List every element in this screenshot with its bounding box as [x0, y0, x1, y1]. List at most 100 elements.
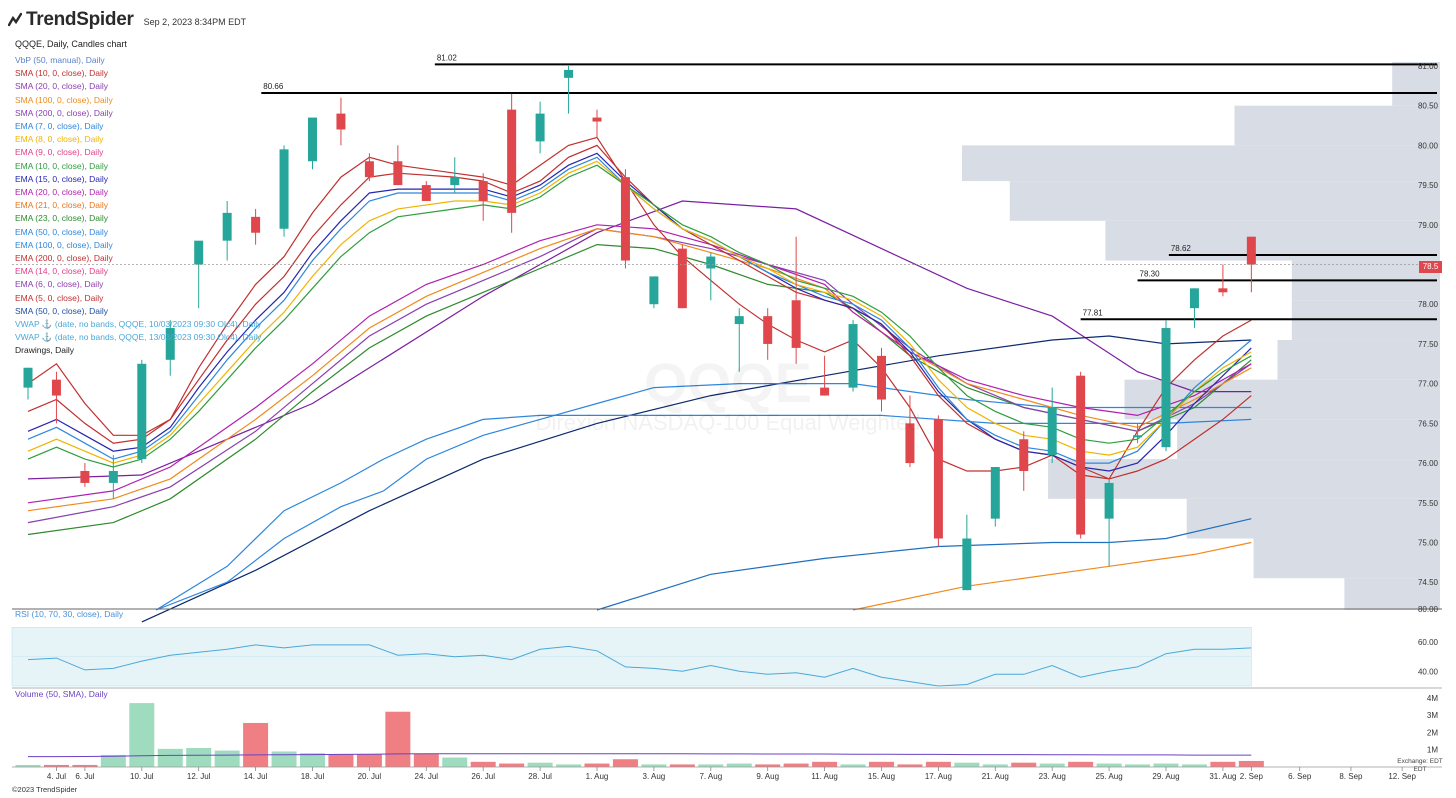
legend-item[interactable]: EMA (23, 0, close), Daily — [15, 213, 109, 224]
time-tick-label: 25. Aug — [1096, 772, 1123, 781]
candle-body — [990, 467, 1000, 519]
legend-item[interactable]: EMA (8, 0, close), Daily — [15, 134, 104, 145]
candle-body — [1047, 407, 1057, 456]
volume-bar — [897, 764, 923, 767]
legend-item[interactable]: EMA (21, 0, close), Daily — [15, 200, 109, 211]
moving-average-line — [155, 383, 1252, 611]
level-label: 81.02 — [437, 53, 458, 62]
candle-body — [706, 256, 716, 269]
candle-body — [763, 316, 773, 344]
volume-bar — [726, 763, 752, 767]
time-tick-label: 1. Aug — [586, 772, 609, 781]
volume-profile-bar — [1009, 181, 1440, 221]
candle-body — [1133, 435, 1143, 438]
legend-item[interactable]: EMA (9, 0, close), Daily — [15, 147, 104, 158]
candle-body — [1218, 288, 1228, 293]
price-tick-label: 75.00 — [1418, 538, 1439, 547]
legend-item[interactable]: EMA (6, 0, close), Daily — [15, 279, 104, 290]
volume-label[interactable]: Volume (50, SMA), Daily — [15, 689, 108, 699]
level-label: 80.66 — [263, 82, 284, 91]
candle-body — [877, 355, 886, 400]
time-tick-label: 28. Jul — [528, 772, 552, 781]
price-tick-label: 81.00 — [1418, 62, 1439, 71]
legend-item[interactable]: SMA (50, 0, close), Daily — [15, 305, 109, 316]
candle-body — [1076, 375, 1086, 535]
candle-body — [1104, 482, 1114, 519]
legend-item[interactable]: EMA (5, 0, close), Daily — [15, 292, 104, 303]
legend-item[interactable]: VWAP ⚓ (date, no bands, QQQE, 10/03/2023… — [15, 319, 262, 330]
time-tick-label: 21. Aug — [982, 772, 1009, 781]
legend-item[interactable]: EMA (100, 0, close), Daily — [15, 239, 113, 250]
volume-bar — [1125, 764, 1151, 767]
candle-body — [734, 316, 744, 325]
candle-body — [194, 240, 204, 265]
legend-item[interactable]: VbP (50, manual), Daily — [15, 55, 105, 65]
volume-profile-bar — [1186, 498, 1440, 539]
volume-profile-bar — [1392, 61, 1440, 106]
time-tick-label: 18. Jul — [301, 772, 325, 781]
level-label: 78.30 — [1140, 269, 1161, 278]
time-tick-label: 12. Jul — [187, 772, 211, 781]
price-tick-label: 79.50 — [1418, 181, 1439, 190]
volume-bar — [43, 764, 69, 767]
legend-item[interactable]: VWAP ⚓ (date, no bands, QQQE, 13/03/2023… — [15, 332, 262, 343]
legend-item[interactable]: Drawings, Daily — [15, 345, 75, 356]
volume-bar — [982, 764, 1008, 767]
legend-item[interactable]: SMA (20, 0, close), Daily — [15, 81, 109, 92]
legend-item[interactable]: SMA (10, 0, close), Daily — [15, 68, 109, 79]
moving-average-line — [596, 518, 1252, 611]
volume-bar — [612, 759, 638, 767]
volume-profile-bar — [1253, 538, 1440, 579]
trendspider-logo-icon — [8, 12, 22, 27]
legend-item[interactable]: EMA (20, 0, close), Daily — [15, 187, 109, 198]
candle-body — [51, 379, 61, 396]
exchange-line-1: Exchange: EDT — [1397, 758, 1443, 765]
rsi-pane: 60.00 40.00 — [11, 627, 1442, 689]
legend-item[interactable]: SMA (100, 0, close), Daily — [15, 94, 113, 105]
time-tick-label: 31. Aug — [1209, 772, 1236, 781]
time-tick-label: 24. Jul — [415, 772, 439, 781]
volume-bar — [925, 761, 951, 767]
rsi-label[interactable]: RSI (10, 70, 30, close), Daily — [15, 609, 124, 619]
volume-pane: 4M 3M 2M 1M — [12, 694, 1442, 768]
volume-profile-bar — [1277, 339, 1440, 380]
volume-profile-bar — [1105, 220, 1440, 261]
price-tick-label: 80.00 — [1418, 141, 1439, 150]
price-tick-label: 79.00 — [1418, 221, 1439, 230]
time-tick-label: 12. Sep — [1388, 772, 1416, 781]
volume-tick-label: 3M — [1427, 711, 1438, 720]
volume-bar — [442, 757, 468, 767]
volume-bar — [698, 764, 724, 767]
horizontal-levels: 81.02 80.66 78.62 78.30 77.81 — [261, 53, 1437, 321]
rsi-line — [27, 644, 1252, 687]
indicator-legend: VbP (50, manual), Daily SMA (10, 0, close… — [15, 54, 261, 358]
watermark-symbol: QQQE — [0, 350, 1456, 415]
candle-body — [1161, 328, 1171, 448]
legend-item[interactable]: EMA (7, 0, close), Daily — [15, 121, 104, 132]
time-tick-label: 3. Aug — [643, 772, 666, 781]
volume-bar — [840, 764, 866, 767]
legend-item[interactable]: EMA (200, 0, close), Daily — [15, 253, 113, 264]
volume-profile-bar — [1124, 379, 1440, 420]
candle-body — [108, 471, 118, 483]
moving-average-line — [27, 200, 1252, 480]
legend-item[interactable]: EMA (50, 0, close), Daily — [15, 226, 109, 237]
legend-item[interactable]: EMA (15, 0, close), Daily — [15, 173, 109, 184]
legend-item[interactable]: EMA (14, 0, close), Daily — [15, 266, 109, 277]
time-tick-label: 8. Sep — [1339, 772, 1363, 781]
volume-bar — [755, 764, 781, 767]
volume-bar — [356, 754, 382, 767]
legend-item[interactable]: EMA (10, 0, close), Daily — [15, 160, 109, 171]
price-tick-label: 80.50 — [1418, 102, 1439, 111]
price-tick-label: 75.50 — [1418, 499, 1439, 508]
candle-body — [1189, 288, 1199, 309]
candle-body — [1246, 236, 1256, 265]
volume-tick-label: 4M — [1427, 694, 1438, 703]
candle-body — [308, 117, 317, 162]
volume-bar — [499, 763, 525, 767]
copyright: ©2023 TrendSpider — [12, 785, 78, 794]
candle-body — [848, 324, 858, 388]
moving-average-line — [852, 541, 1252, 611]
legend-item[interactable]: SMA (200, 0, close), Daily — [15, 107, 113, 118]
